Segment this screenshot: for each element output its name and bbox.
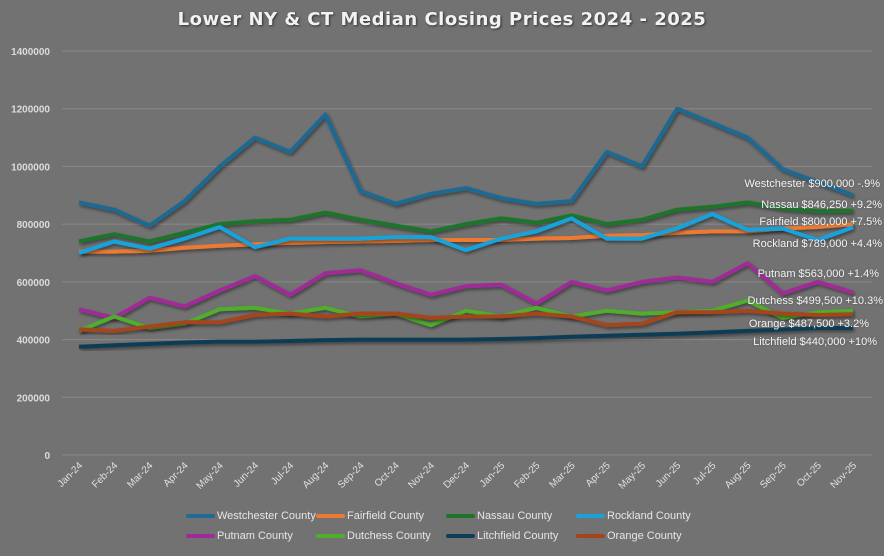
legend-item: Litchfield County bbox=[446, 530, 576, 542]
y-tick-label: 800000 bbox=[17, 220, 51, 231]
x-tick-label: Dec-24 bbox=[442, 460, 473, 491]
legend-item: Rockland County bbox=[576, 510, 706, 522]
x-tick-label: Feb-25 bbox=[512, 460, 542, 490]
y-tick-label: 200000 bbox=[17, 393, 51, 404]
y-tick-label: 1000000 bbox=[11, 162, 50, 173]
legend-item: Nassau County bbox=[446, 510, 576, 522]
annotation-nassau: Nassau $846,250 +9.2% bbox=[761, 199, 882, 211]
y-tick-label: 600000 bbox=[17, 278, 51, 289]
x-tick-label: May-24 bbox=[194, 460, 226, 492]
x-tick-label: Apr-24 bbox=[162, 460, 191, 489]
annotation-orange: Orange $487,500 +3.2% bbox=[748, 318, 869, 330]
legend-swatch bbox=[446, 514, 475, 518]
x-tick-label: Jun-24 bbox=[232, 460, 262, 490]
legend-item: Fairfield County bbox=[316, 510, 446, 522]
x-tick-label: Jul-25 bbox=[691, 460, 718, 487]
series-line-dutchess-county bbox=[78, 298, 854, 333]
chart-title: Lower NY & CT Median Closing Prices 2024… bbox=[177, 9, 707, 30]
annotation-westchester: Westchester $900,000 -.9% bbox=[744, 178, 880, 190]
x-tick-label: Apr-25 bbox=[584, 460, 613, 489]
x-tick-label: May-25 bbox=[617, 460, 649, 492]
x-tick-label: Mar-24 bbox=[125, 460, 155, 490]
y-tick-label: 1200000 bbox=[11, 105, 50, 116]
legend-item: Westchester County bbox=[186, 510, 316, 522]
series-line-rockland-county bbox=[78, 212, 854, 255]
x-tick-label: Aug-25 bbox=[723, 460, 754, 491]
annotation-putnam: Putnam $563,000 +1.4% bbox=[757, 268, 879, 280]
y-tick-label: 400000 bbox=[17, 336, 51, 347]
x-tick-label: Jun-25 bbox=[654, 460, 684, 490]
legend-label: Nassau County bbox=[477, 510, 553, 522]
legend-label: Litchfield County bbox=[477, 530, 559, 542]
x-tick-label: Oct-24 bbox=[373, 460, 402, 489]
legend-label: Orange County bbox=[607, 530, 682, 542]
x-tick-label: Sep-24 bbox=[336, 460, 367, 491]
legend-label: Putnam County bbox=[217, 530, 293, 542]
y-tick-label: 0 bbox=[44, 451, 50, 462]
legend-item: Orange County bbox=[576, 530, 706, 542]
x-tick-label: Nov-24 bbox=[406, 460, 437, 491]
x-tick-label: Mar-25 bbox=[547, 460, 577, 490]
x-tick-label: Feb-24 bbox=[90, 460, 120, 490]
series-line-westchester-county bbox=[78, 106, 854, 228]
x-tick-label: Jul-24 bbox=[269, 460, 296, 487]
legend-label: Westchester County bbox=[217, 510, 316, 522]
series-line-fairfield-county bbox=[79, 222, 854, 254]
legend-item: Dutchess County bbox=[316, 530, 446, 542]
x-tick-label: Nov-25 bbox=[829, 460, 860, 491]
legend-swatch bbox=[316, 534, 345, 538]
x-tick-label: Sep-25 bbox=[758, 460, 789, 491]
legend-label: Rockland County bbox=[607, 510, 691, 522]
annotation-rockland: Rockland $789,000 +4.4% bbox=[752, 238, 882, 250]
x-tick-label: Oct-25 bbox=[795, 460, 824, 489]
series-line-litchfield-county bbox=[78, 326, 853, 349]
legend-swatch bbox=[186, 514, 215, 518]
series-line-nassau-county bbox=[78, 200, 854, 244]
x-tick-label: Aug-24 bbox=[301, 460, 332, 491]
legend-label: Fairfield County bbox=[347, 510, 425, 522]
x-tick-label: Jan-24 bbox=[56, 460, 86, 490]
legend-label: Dutchess County bbox=[347, 530, 431, 542]
legend-swatch bbox=[186, 534, 215, 538]
legend-swatch bbox=[316, 514, 345, 518]
annotation-fairfield: Fairfield $800,000 +7.5% bbox=[759, 216, 882, 228]
legend-item: Putnam County bbox=[186, 530, 316, 542]
x-tick-label: Jan-25 bbox=[478, 460, 508, 490]
legend: Westchester County Fairfield County Nassau… bbox=[186, 510, 706, 542]
series-line-orange-county bbox=[78, 308, 854, 333]
legend-swatch bbox=[576, 514, 605, 518]
legend-swatch bbox=[576, 534, 605, 538]
series-line-putnam-county bbox=[78, 261, 854, 320]
y-tick-label: 1400000 bbox=[11, 47, 50, 58]
annotation-litchfield: Litchfield $440,000 +10% bbox=[753, 336, 877, 348]
annotation-dutchess: Dutchess $499,500 +10.3% bbox=[747, 295, 883, 307]
legend-swatch bbox=[446, 534, 475, 538]
